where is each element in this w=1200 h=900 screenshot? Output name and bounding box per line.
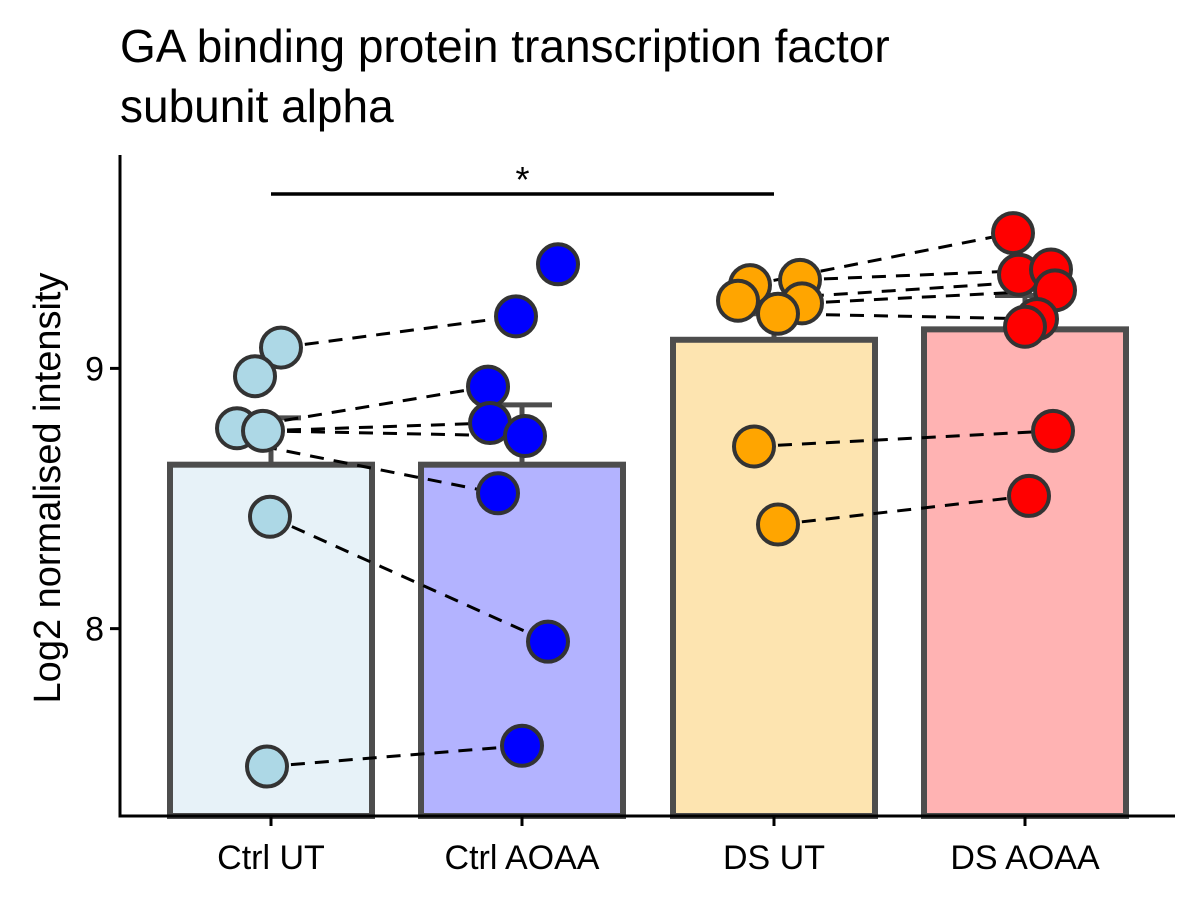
chart-title-line-1: GA binding protein transcription factor: [120, 20, 890, 72]
point-0-5: [245, 744, 289, 789]
pair-line-12: [753, 429, 1054, 448]
y-tick-label-1: 9: [85, 350, 104, 388]
point-2-2: [716, 278, 760, 323]
point-2-5: [732, 424, 776, 469]
pair-line-0: [280, 314, 517, 350]
pair-line-6: [266, 744, 523, 769]
axes: 8 9 Ctrl UT Ctrl AOAA DS UT DS AOAA: [85, 155, 1175, 877]
point-2-4: [756, 291, 800, 336]
pair-line-7: [749, 231, 1014, 287]
point-1-6: [526, 619, 570, 664]
point-1-7: [500, 723, 544, 768]
chart-title: GA binding protein transcription factor …: [120, 20, 890, 132]
chart-title-line-2: subunit alpha: [120, 80, 394, 132]
pair-line-8: [799, 268, 1052, 282]
pair-line-2: [262, 421, 491, 433]
pair-line-4: [262, 444, 499, 495]
x-tick-label-2: DS UT: [723, 839, 825, 877]
significance-layer: *: [271, 159, 774, 200]
point-0-3: [241, 408, 285, 453]
point-1-4: [503, 414, 547, 459]
point-0-1: [233, 354, 277, 399]
pair-line-11: [777, 312, 1038, 321]
y-tick-label-0: 8: [85, 611, 104, 649]
point-0-0: [259, 325, 303, 370]
point-3-0: [991, 211, 1035, 256]
x-tick-label-1: Ctrl AOAA: [445, 839, 600, 877]
point-3-6: [1031, 408, 1075, 453]
point-0-4: [248, 494, 292, 539]
pair-line-1: [236, 385, 489, 430]
pair-line-5: [269, 515, 549, 644]
significance-label-0: *: [515, 159, 529, 200]
point-3-7: [1007, 473, 1051, 518]
bars-layer: [167, 326, 1129, 819]
point-1-0: [536, 242, 580, 287]
point-1-2: [466, 364, 510, 409]
point-2-6: [756, 502, 800, 547]
bar-3: [921, 326, 1129, 819]
pair-line-10: [801, 288, 1056, 305]
bar-2: [670, 336, 878, 819]
point-1-1: [494, 294, 538, 339]
point-3-5: [1003, 304, 1047, 349]
pair-line-13: [777, 494, 1030, 527]
x-tick-label-0: Ctrl UT: [217, 839, 325, 877]
points-layer: [215, 211, 1077, 789]
x-tick-label-3: DS AOAA: [950, 839, 1100, 877]
point-1-5: [476, 471, 520, 516]
y-axis-label: Log2 normalised intensity: [27, 273, 69, 704]
